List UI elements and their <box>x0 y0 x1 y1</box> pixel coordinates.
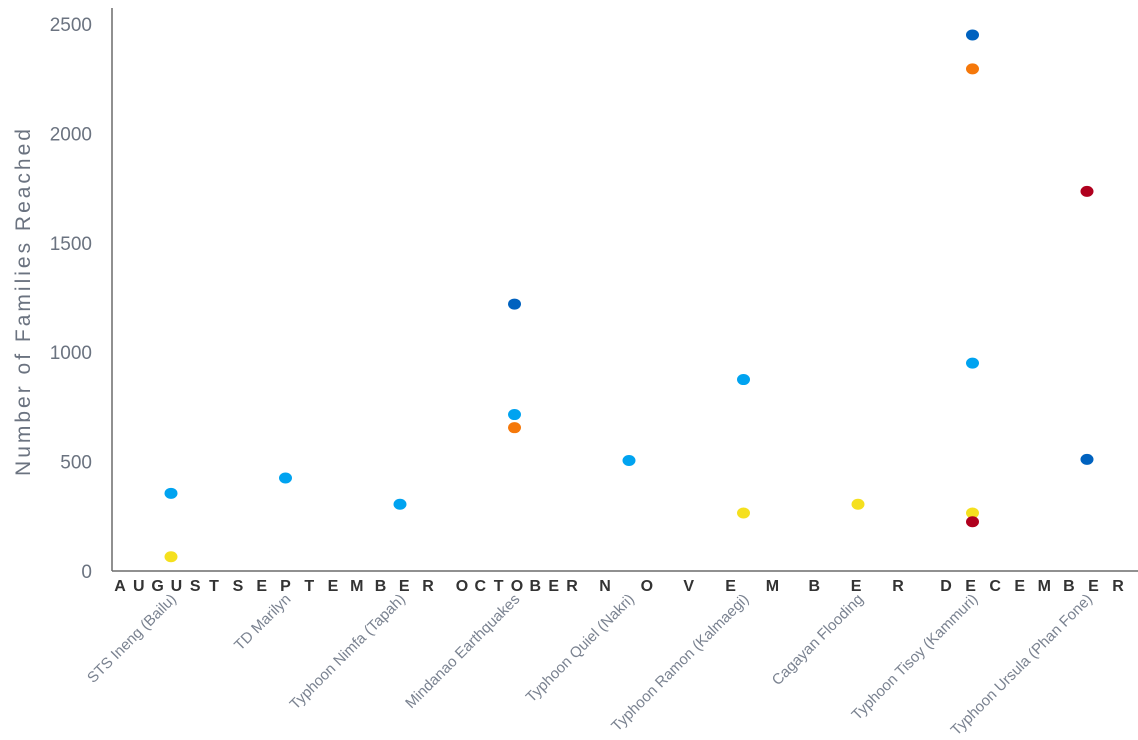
month-letter: M <box>766 578 779 595</box>
category-label: Typhoon Tisoy (Kammuri) <box>848 591 981 724</box>
month-letter: E <box>256 578 267 595</box>
month-letter: E <box>328 578 339 595</box>
month-letter: R <box>1112 578 1124 595</box>
data-point <box>393 498 407 510</box>
category-label: Typhoon Nimfa (Tapah) <box>287 591 409 713</box>
data-point <box>1080 453 1094 465</box>
y-tick-label: 1000 <box>50 343 92 364</box>
month-letter: M <box>1038 578 1051 595</box>
chart-axes <box>111 8 1138 572</box>
month-letter: E <box>399 578 410 595</box>
month-letter: G <box>151 578 163 595</box>
month-letter: V <box>683 578 694 595</box>
month-letter: B <box>530 578 542 595</box>
month-letter: E <box>1014 578 1025 595</box>
data-point <box>508 298 521 310</box>
month-letter: O <box>641 578 653 595</box>
month-letter: O <box>511 578 523 595</box>
month-letter: P <box>280 578 291 595</box>
month-letter: E <box>725 578 736 595</box>
data-point <box>966 29 979 41</box>
month-letter: O <box>456 578 468 595</box>
category-label: TD Marilyn <box>231 591 294 654</box>
y-axis-label: Number of Families Reached <box>12 126 35 476</box>
data-point <box>622 455 636 467</box>
data-point <box>164 551 178 563</box>
month-letter: B <box>375 578 387 595</box>
month-letter: N <box>599 578 611 595</box>
month-letter: R <box>892 578 904 595</box>
data-points <box>164 29 1094 563</box>
category-label: STS Ineng (Bailu) <box>84 591 180 687</box>
month-letter: T <box>494 578 504 595</box>
data-point <box>966 507 979 519</box>
month-letter: M <box>350 578 363 595</box>
category-label: Typhoon Ramon (Kalmaegi) <box>608 591 752 735</box>
month-letter: T <box>209 578 219 595</box>
month-letter: R <box>422 578 434 595</box>
month-letter: B <box>809 578 821 595</box>
month-letter: S <box>233 578 244 595</box>
data-point <box>966 63 979 75</box>
month-letter: E <box>851 578 862 595</box>
data-point <box>737 507 750 519</box>
data-point <box>164 487 178 499</box>
month-letter: T <box>304 578 314 595</box>
y-tick-label: 2500 <box>50 15 92 36</box>
month-letter: U <box>133 578 145 595</box>
month-letter: C <box>475 578 487 595</box>
month-letter: E <box>1088 578 1099 595</box>
y-tick-label: 0 <box>81 562 92 583</box>
month-letter: R <box>566 578 578 595</box>
category-label: Typhoon Quiel (Nakri) <box>523 591 638 706</box>
month-letter: B <box>1063 578 1075 595</box>
month-letter: S <box>190 578 201 595</box>
data-point <box>508 422 521 434</box>
category-label: Mindanao Earthquakes <box>402 591 523 712</box>
month-letter: A <box>114 578 126 595</box>
category-label: Cagayan Flooding <box>769 591 867 689</box>
y-tick-labels: 0 500 1000 1500 2000 2500 <box>50 15 92 583</box>
data-point <box>1080 185 1094 197</box>
month-letter: E <box>965 578 976 595</box>
month-letter: E <box>548 578 559 595</box>
y-tick-label: 1500 <box>50 234 92 255</box>
y-tick-label: 500 <box>60 453 92 474</box>
data-point <box>737 374 750 386</box>
data-point <box>851 498 865 510</box>
data-point <box>279 472 292 484</box>
data-point <box>966 516 979 528</box>
month-letter: C <box>989 578 1001 595</box>
month-letter: U <box>171 578 183 595</box>
y-tick-label: 2000 <box>50 124 92 145</box>
month-letter: D <box>940 578 952 595</box>
data-point <box>508 409 521 421</box>
data-point <box>966 357 979 369</box>
